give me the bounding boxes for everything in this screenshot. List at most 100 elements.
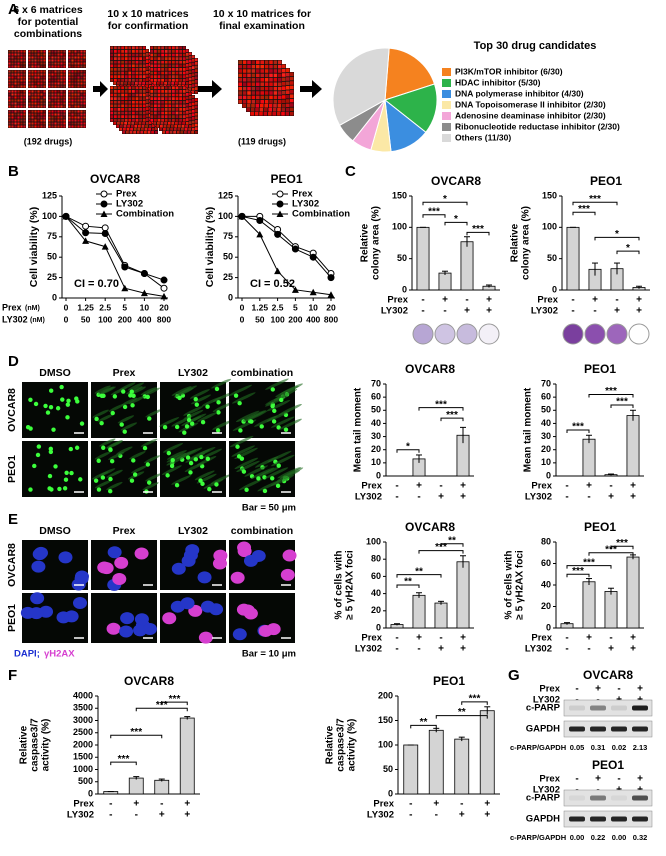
row-label: LY302 (533, 695, 560, 706)
matrix-cell (8, 85, 11, 88)
matrix-cell (37, 62, 40, 65)
comet-head (63, 477, 69, 482)
matrix-cell (161, 118, 164, 122)
treatment-sign: + (586, 633, 592, 644)
matrix-cell (135, 86, 139, 90)
matrix-cell (51, 122, 54, 125)
comet-tail (129, 451, 146, 460)
matrix-cell (43, 99, 46, 102)
matrix-cell (48, 90, 51, 93)
matrix-cell (188, 81, 192, 84)
matrix-cell (43, 79, 46, 82)
significance-bracket (161, 701, 188, 706)
matrix-cell (14, 116, 17, 119)
matrix-cell (286, 72, 290, 77)
matrix-cell (34, 116, 37, 119)
comet-tail (231, 445, 256, 457)
significance-bracket (440, 417, 464, 422)
matrix-cell (161, 71, 164, 75)
matrix-cell (57, 62, 60, 65)
row-label: Prex (361, 633, 382, 644)
comet-tail (229, 435, 254, 448)
y-tick-label: 25 (223, 272, 233, 282)
matrix-cell (260, 82, 264, 86)
matrix-cell (17, 110, 20, 113)
matrix-cell (40, 73, 43, 76)
matrix-cell (17, 76, 20, 79)
comet-tail (171, 475, 192, 485)
matrix-cell (54, 113, 57, 116)
matrix-cell (11, 125, 14, 128)
comet-head (129, 389, 134, 394)
significance-label: *** (572, 422, 584, 433)
matrix-cell (80, 119, 83, 122)
matrix-cell (8, 73, 11, 76)
matrix-cell (124, 104, 128, 108)
row-label: Prex (537, 295, 558, 306)
matrix-cell (31, 65, 34, 68)
matrix-cell (145, 124, 148, 128)
matrix-cell (175, 86, 179, 90)
row-label: LY302 (381, 306, 408, 317)
matrix-cell (83, 113, 86, 116)
y-tick-label: 25 (47, 272, 57, 282)
matrix-cell (37, 56, 40, 59)
matrix-cell (194, 83, 198, 87)
matrix-cell (48, 85, 51, 88)
band-label: GAPDH (526, 814, 560, 825)
matrix-cell (17, 70, 20, 73)
comet-tail (190, 394, 211, 405)
matrix-cell (83, 110, 86, 113)
matrix-cell (54, 102, 57, 105)
matrix-cell (80, 122, 83, 125)
matrix-cell (57, 102, 60, 105)
matrix-cell (34, 82, 37, 85)
matrix-cell (150, 57, 154, 60)
matrix-cell (37, 90, 40, 93)
matrix-cell (194, 102, 198, 105)
comet-head (244, 487, 249, 492)
matrix-cell (168, 53, 172, 57)
column-label: Prex (113, 367, 136, 379)
matrix-cell (154, 57, 157, 60)
comet-head (241, 469, 247, 474)
matrix-cell (37, 70, 40, 73)
matrix-cell (83, 62, 86, 65)
matrix-cell (191, 59, 195, 62)
matrix-cell (43, 53, 46, 56)
matrix-cell (191, 77, 195, 80)
matrix-cell (17, 79, 20, 82)
matrix-cell (31, 110, 34, 113)
matrix-cell (8, 99, 11, 102)
band-label: c-PARP (526, 793, 561, 804)
blot-band (611, 726, 627, 732)
matrix-cell (282, 95, 286, 99)
matrix-cell (187, 130, 191, 134)
matrix-cell (74, 50, 77, 53)
matrix-cell (14, 82, 17, 85)
matrix-cell (8, 110, 11, 113)
matrix-cell (71, 62, 74, 65)
matrix-cell (37, 82, 40, 85)
matrix-cell (31, 70, 34, 73)
y-axis-label: activity (%) (41, 719, 52, 772)
matrix-cell (124, 111, 128, 115)
matrix-cell (139, 50, 142, 53)
matrix-cell (182, 68, 186, 71)
matrix-cell (77, 102, 80, 105)
matrix-cell (157, 115, 161, 118)
matrix-cell (167, 124, 170, 128)
matrix-cell (11, 116, 14, 119)
matrix-cell (74, 90, 77, 93)
comet-tail (201, 448, 222, 459)
y-tick-label: 4000 (73, 690, 93, 700)
matrix-cell (277, 104, 282, 108)
matrix-cell (185, 103, 189, 107)
matrix-cell (17, 113, 20, 116)
matrix-cell (43, 62, 46, 65)
matrix-cell (11, 65, 14, 68)
matrix-cell (43, 82, 46, 85)
matrix-cell (77, 79, 80, 82)
matrix-cell (23, 105, 26, 108)
matrix-cell (184, 127, 188, 131)
